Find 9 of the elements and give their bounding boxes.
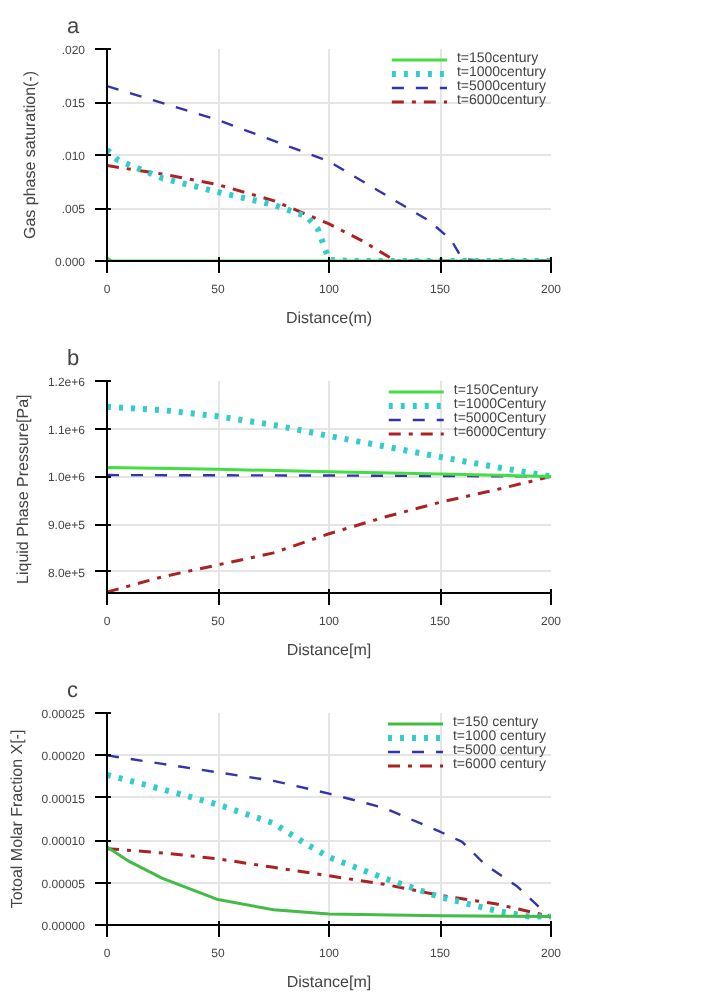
y-axis-title: Gas phase saturation(-) bbox=[20, 70, 39, 240]
chart-title: b bbox=[67, 347, 80, 371]
y-axis-title: Liquid Phase Pressure[Pa] bbox=[13, 394, 32, 584]
x-axis-title: Distance[m] bbox=[286, 641, 372, 659]
x-axis-title: Distance(m) bbox=[285, 309, 373, 327]
y-axis-title: Totoal Molar Fraction X[-] bbox=[7, 729, 26, 909]
x-axis-title: Distance[m] bbox=[286, 973, 372, 991]
chart-title: c bbox=[67, 679, 79, 703]
chart-title: a bbox=[67, 15, 81, 39]
